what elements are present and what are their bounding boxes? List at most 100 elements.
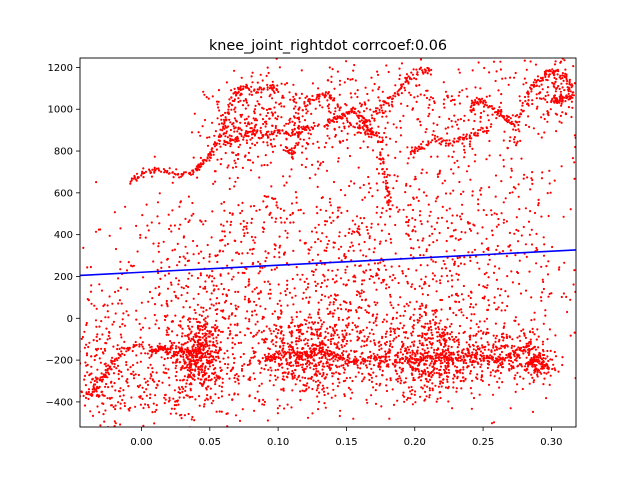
data-point-4197 xyxy=(513,141,516,144)
data-point-1629 xyxy=(480,363,483,366)
data-point-1864 xyxy=(151,371,154,374)
data-point-2389 xyxy=(157,250,160,253)
data-point-125 xyxy=(208,344,211,347)
data-point-3521 xyxy=(264,154,267,157)
data-point-2409 xyxy=(242,220,245,223)
data-point-3943 xyxy=(373,82,376,86)
data-point-2619 xyxy=(344,268,347,271)
data-point-954 xyxy=(372,386,375,389)
data-point-2665 xyxy=(346,265,349,268)
data-point-464 xyxy=(325,373,329,376)
data-point-543 xyxy=(401,326,404,330)
data-point-4586 xyxy=(305,277,308,280)
data-point-2746 xyxy=(340,308,343,311)
data-point-2737 xyxy=(370,376,373,379)
data-point-1302 xyxy=(403,400,406,403)
data-point-4069 xyxy=(350,96,353,99)
data-point-733 xyxy=(296,324,299,327)
data-point-3904 xyxy=(276,118,279,121)
data-point-3145 xyxy=(468,227,471,231)
data-point-1398 xyxy=(437,385,440,388)
data-point-4792 xyxy=(149,171,152,175)
data-point-2057 xyxy=(178,347,181,350)
data-point-2695 xyxy=(366,337,369,341)
data-point-711 xyxy=(293,354,296,357)
data-point-2817 xyxy=(256,331,259,334)
data-point-2126 xyxy=(163,318,167,322)
data-point-2403 xyxy=(120,302,123,305)
data-point-4688 xyxy=(320,196,323,200)
data-point-1662 xyxy=(528,382,531,385)
data-point-2653 xyxy=(397,303,400,306)
data-point-2084 xyxy=(170,230,173,233)
data-point-731 xyxy=(321,375,324,378)
data-point-2853 xyxy=(345,301,348,304)
data-point-3011 xyxy=(303,318,306,321)
data-point-857 xyxy=(255,333,258,336)
data-point-2250 xyxy=(214,255,217,258)
data-point-637 xyxy=(289,364,293,368)
data-point-3050 xyxy=(540,265,543,268)
data-point-4355 xyxy=(336,216,339,219)
data-point-3720 xyxy=(218,109,221,112)
data-point-1960 xyxy=(166,357,169,360)
data-point-4516 xyxy=(378,242,381,245)
data-point-3885 xyxy=(419,58,423,61)
data-point-1252 xyxy=(453,365,457,368)
data-point-2449 xyxy=(186,368,189,372)
data-point-231 xyxy=(205,309,208,312)
data-point-2768 xyxy=(453,260,456,263)
data-point-4370 xyxy=(250,235,253,238)
data-point-4315 xyxy=(542,113,545,116)
data-point-2551 xyxy=(138,322,141,325)
data-point-2758 xyxy=(308,260,311,263)
data-point-3355 xyxy=(518,282,521,285)
data-point-3084 xyxy=(356,366,359,369)
data-point-4474 xyxy=(494,308,498,311)
data-point-2931 xyxy=(315,370,318,373)
data-point-1349 xyxy=(432,365,435,368)
data-point-4587 xyxy=(323,249,326,252)
data-point-2877 xyxy=(407,386,410,389)
data-point-2406 xyxy=(162,371,165,374)
data-point-3744 xyxy=(273,145,277,148)
data-point-4746 xyxy=(518,208,521,211)
data-point-3350 xyxy=(458,309,461,312)
data-point-4671 xyxy=(367,182,371,185)
data-point-2059 xyxy=(282,334,285,337)
data-point-2772 xyxy=(251,314,254,317)
data-point-3604 xyxy=(288,121,291,124)
data-point-401 xyxy=(275,341,278,344)
data-point-4648 xyxy=(345,138,349,141)
data-point-2630 xyxy=(363,344,366,347)
data-point-3570 xyxy=(193,112,196,115)
data-point-191 xyxy=(203,355,206,358)
data-point-4345 xyxy=(396,175,399,178)
data-point-1118 xyxy=(424,377,427,380)
data-point-1837 xyxy=(220,395,224,398)
data-point-1396 xyxy=(428,389,431,392)
data-point-3263 xyxy=(430,258,433,261)
data-point-3324 xyxy=(478,283,481,286)
data-point-3516 xyxy=(317,167,320,170)
data-point-891 xyxy=(342,350,345,353)
data-point-1587 xyxy=(532,379,536,382)
data-point-890 xyxy=(264,364,267,367)
data-point-2207 xyxy=(125,363,128,366)
data-point-1373 xyxy=(410,334,413,337)
data-point-3329 xyxy=(438,279,442,282)
data-point-1859 xyxy=(122,394,125,397)
data-point-3679 xyxy=(343,127,346,130)
data-point-2161 xyxy=(98,283,101,286)
data-point-896 xyxy=(378,348,381,351)
data-point-4285 xyxy=(567,106,571,109)
data-point-745 xyxy=(342,366,345,369)
data-point-4170 xyxy=(528,125,531,128)
data-point-4527 xyxy=(460,230,463,234)
data-point-545 xyxy=(277,362,280,365)
data-point-1630 xyxy=(495,361,498,364)
data-point-2094 xyxy=(247,378,250,381)
data-point-4930 xyxy=(237,90,240,94)
data-point-1505 xyxy=(441,381,444,384)
data-point-2087 xyxy=(269,329,272,332)
